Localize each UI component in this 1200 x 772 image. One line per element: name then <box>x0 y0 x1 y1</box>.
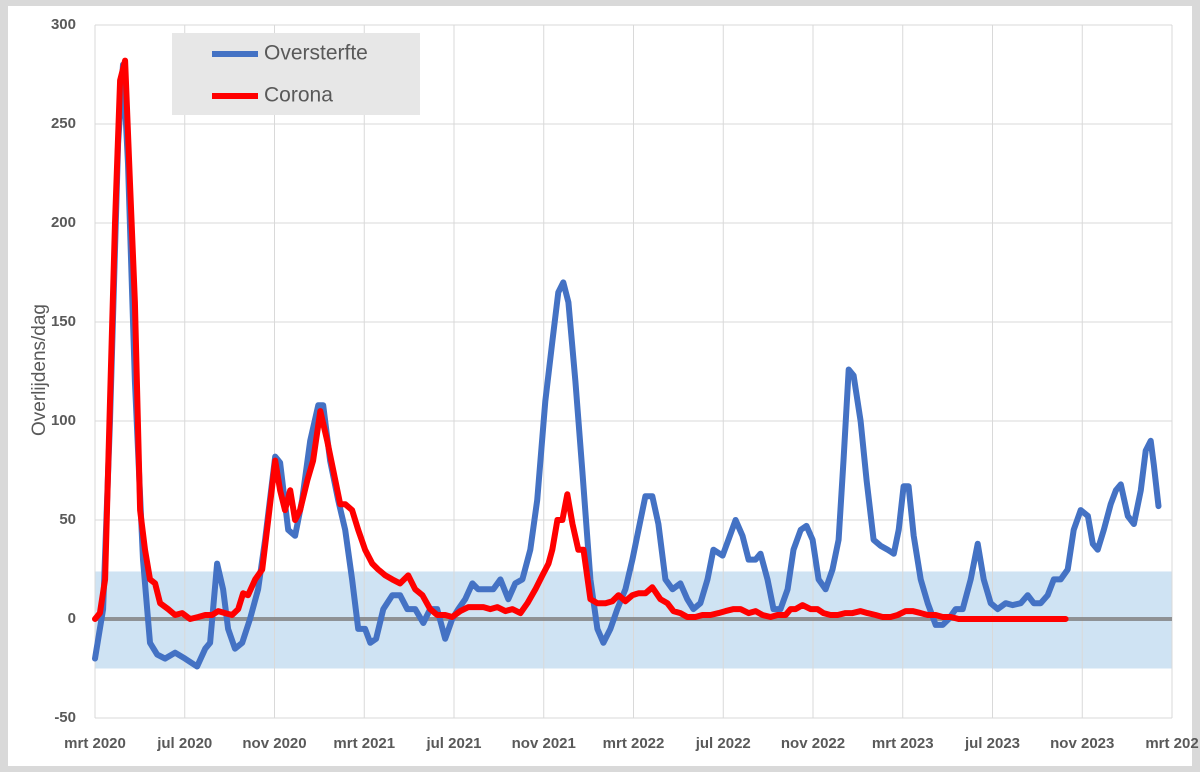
x-tick-label: nov 2022 <box>781 735 845 752</box>
x-tick-label: mrt 202 <box>1145 735 1198 752</box>
x-tick-label: nov 2021 <box>512 735 576 752</box>
y-tick-label: 150 <box>51 313 76 330</box>
y-axis-label: Overlijdens/dag <box>29 304 50 436</box>
y-tick-label: 300 <box>51 16 76 33</box>
x-tick-label: nov 2023 <box>1050 735 1114 752</box>
y-tick-label: 100 <box>51 412 76 429</box>
y-tick-label: 50 <box>59 511 76 528</box>
series-line <box>92 57 1069 622</box>
series-line <box>92 61 1162 670</box>
x-tick-label: mrt 2023 <box>872 735 934 752</box>
legend-label: Oversterfte <box>264 42 368 65</box>
y-tick-label: 200 <box>51 214 76 231</box>
y-tick-label: 250 <box>51 115 76 132</box>
x-tick-label: jul 2023 <box>964 735 1020 752</box>
x-tick-label: mrt 2020 <box>64 735 126 752</box>
y-tick-label: 0 <box>68 610 76 627</box>
x-tick-label: nov 2020 <box>242 735 306 752</box>
y-tick-label: -50 <box>54 709 76 726</box>
legend-box <box>172 33 420 115</box>
legend-label: Corona <box>264 84 333 107</box>
x-tick-label: jul 2020 <box>156 735 212 752</box>
x-tick-label: jul 2022 <box>695 735 751 752</box>
x-tick-label: mrt 2021 <box>333 735 395 752</box>
x-tick-label: mrt 2022 <box>603 735 665 752</box>
x-tick-label: jul 2021 <box>425 735 481 752</box>
